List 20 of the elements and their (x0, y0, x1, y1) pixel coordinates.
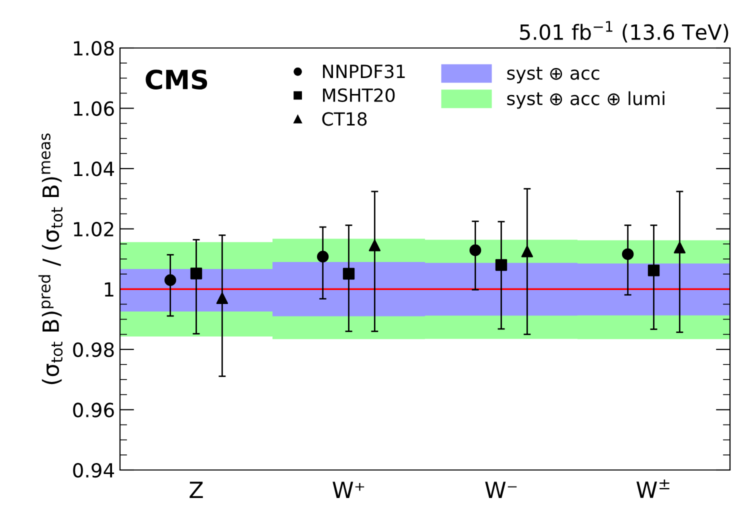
x-tick-label: W$^{±}$ (636, 480, 670, 498)
legend-label: syst ⊕ acc ⊕ lumi (507, 91, 664, 109)
legend-label: CT18 (322, 112, 367, 126)
y-tick-label: 0.96 (73, 402, 114, 418)
legend-label: syst ⊕ acc (507, 66, 600, 84)
chart-title: 5.01 fb$^{−1}$ (13.6 TeV) (520, 21, 728, 42)
legend-label: NNPDF31 (323, 64, 405, 78)
y-tick-label: 0.98 (73, 342, 114, 358)
x-tick-label: W⁻ (485, 482, 517, 498)
y-tick-label: 0.94 (73, 462, 114, 478)
y-tick-label: 1.08 (74, 40, 114, 56)
legend-label: MSHT20 (323, 88, 395, 102)
y-tick-label: 1.06 (74, 101, 114, 116)
y-tick-label: 1 (104, 282, 114, 297)
x-tick-label: Z (190, 482, 203, 498)
y-tick-label: 1.02 (74, 222, 114, 237)
annotation: CMS (146, 70, 208, 90)
y-tick-label: 1.04 (74, 162, 114, 176)
x-tick-label: W⁺ (332, 482, 364, 498)
y-axis-title: (σ$_{tot}$ B)$^{pred}$ / (σ$_{tot}$ B)$^{meas}$ (38, 134, 63, 384)
